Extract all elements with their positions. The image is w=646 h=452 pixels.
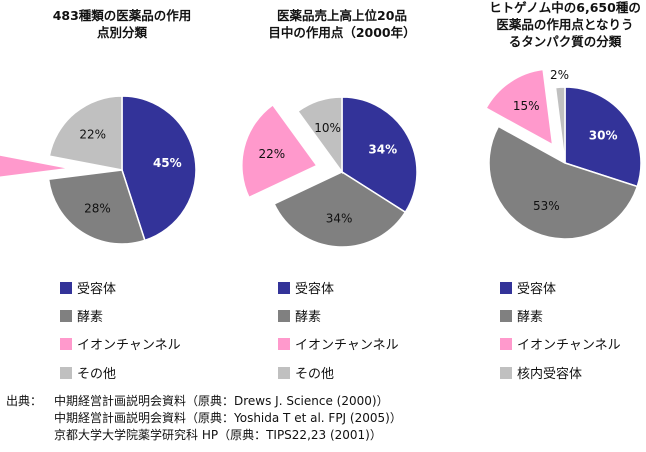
- legend-swatch: [278, 281, 290, 294]
- legend-label: イオンチャンネル: [295, 338, 399, 353]
- legend-swatch: [500, 337, 512, 350]
- source-line-3: 京都大学大学院薬学研究科 HP（原典：TIPS22,23 (2001)）: [6, 427, 402, 444]
- chart-title-line: 目中の作用点（2000年）: [268, 25, 415, 40]
- source-line-1: 出典： 中期経営計画説明会資料（原典：Drews J. Science (2000…: [6, 393, 402, 410]
- slice-1-3: [0, 154, 71, 178]
- source-text-2: 中期経営計画説明会資料（原典：Yoshida T et al. FPJ (200…: [54, 411, 402, 425]
- source-text-3: 京都大学大学院薬学研究科 HP（原典：TIPS22,23 (2001)）: [54, 428, 382, 442]
- legend-label: イオンチャンネル: [517, 338, 621, 353]
- legend-item-3-1: 受容体: [500, 278, 556, 297]
- legend-item-2-3: イオンチャンネル: [278, 334, 399, 353]
- slice-label-2-3: 22%: [258, 147, 285, 161]
- chart-title-line: 483種類の医薬品の作用: [53, 8, 192, 23]
- source-line-2: 中期経営計画説明会資料（原典：Yoshida T et al. FPJ (200…: [6, 410, 402, 427]
- legend-item-2-1: 受容体: [278, 278, 334, 297]
- slice-2-4: [296, 96, 343, 175]
- legend-item-3-2: 酵素: [500, 306, 543, 325]
- pie-chart-2: 医薬品売上高上位20品目中の作用点（2000年） 34% 34% 22% 10%: [241, 8, 418, 248]
- legend-swatch: [278, 309, 290, 322]
- source-text-1: 中期経営計画説明会資料（原典：Drews J. Science (2000)）: [54, 394, 389, 408]
- legend-swatch: [500, 281, 512, 294]
- legend-item-1-3: イオンチャンネル: [60, 334, 181, 353]
- legend-label: 受容体: [77, 282, 117, 297]
- legend-item-1-4: その他: [60, 363, 116, 382]
- slice-label-2-4: 10%: [314, 121, 341, 135]
- chart-title-3: ヒトゲノム中の6,650種の医薬品の作用点となりうるタンパク質の分類: [489, 0, 641, 49]
- chart-title-line: ヒトゲノム中の6,650種の: [489, 0, 641, 15]
- legend-item-1-1: 受容体: [60, 278, 116, 297]
- legend-label: イオンチャンネル: [77, 338, 181, 353]
- chart-title-2: 医薬品売上高上位20品目中の作用点（2000年）: [268, 8, 415, 40]
- legend-label: その他: [77, 367, 117, 382]
- chart-title-line: 医薬品売上高上位20品: [277, 8, 407, 23]
- legend-swatch: [60, 337, 72, 350]
- slice-label-3-2: 53%: [533, 199, 560, 213]
- legend-label: 酵素: [517, 310, 544, 325]
- legend-label: 核内受容体: [517, 367, 583, 382]
- slice-3-3: [485, 68, 554, 147]
- legend-swatch: [278, 366, 290, 379]
- legend-label: 受容体: [295, 282, 335, 297]
- chart-title-line: るタンパク質の分類: [509, 34, 622, 49]
- slice-3-2: [488, 125, 639, 240]
- slice-3-4: [554, 86, 566, 164]
- legend-item-1-2: 酵素: [60, 306, 103, 325]
- slice-2-3: [241, 103, 318, 199]
- slice-2-2: [273, 171, 407, 248]
- slice-label-2-1: 34%: [368, 143, 397, 157]
- slice-label-3-4: 2%: [550, 68, 569, 82]
- pie-charts-area: 483種類の医薬品の作用点別分類45%28%5%22%医薬品売上高上位20品目中…: [0, 0, 642, 248]
- source-citation: 出典： 中期経営計画説明会資料（原典：Drews J. Science (2000…: [6, 393, 402, 444]
- legend-swatch: [60, 281, 72, 294]
- legend-label: 酵素: [77, 310, 104, 325]
- legend-label: その他: [295, 367, 335, 382]
- slice-label-2-2: 34%: [326, 211, 353, 225]
- slice-3-1: [564, 86, 642, 188]
- slice-label-3-1: 30%: [589, 128, 618, 142]
- legend-swatch: [60, 366, 72, 379]
- pie-chart-3: ヒトゲノム中の6,650種の医薬品の作用点となりうるタンパク質の分類 30% 53%…: [485, 0, 642, 240]
- chart-title-1: 483種類の医薬品の作用点別分類: [53, 8, 192, 40]
- legend-label: 酵素: [295, 310, 322, 325]
- slice-label-1-1: 45%: [153, 156, 182, 170]
- chart-title-line: 医薬品の作用点となりう: [496, 17, 633, 32]
- legend-item-3-4: 核内受容体: [500, 363, 582, 382]
- legend-item-2-2: 酵素: [278, 306, 321, 325]
- slice-1-2: [47, 169, 146, 245]
- legend-swatch: [500, 366, 512, 379]
- source-prefix: 出典：: [6, 394, 43, 408]
- legend-item-2-4: その他: [278, 363, 334, 382]
- legend-swatch: [278, 337, 290, 350]
- legend-swatch: [500, 309, 512, 322]
- slice-label-3-3: 15%: [513, 99, 540, 113]
- slice-1-4: [48, 95, 123, 171]
- slice-label-1-2: 28%: [84, 202, 111, 216]
- chart-title-line: 点別分類: [97, 25, 148, 40]
- slice-label-1-4: 22%: [79, 128, 106, 142]
- legend-label: 受容体: [517, 282, 557, 297]
- slice-1-1: [121, 95, 197, 242]
- legend-swatch: [60, 309, 72, 322]
- legend-item-3-3: イオンチャンネル: [500, 334, 621, 353]
